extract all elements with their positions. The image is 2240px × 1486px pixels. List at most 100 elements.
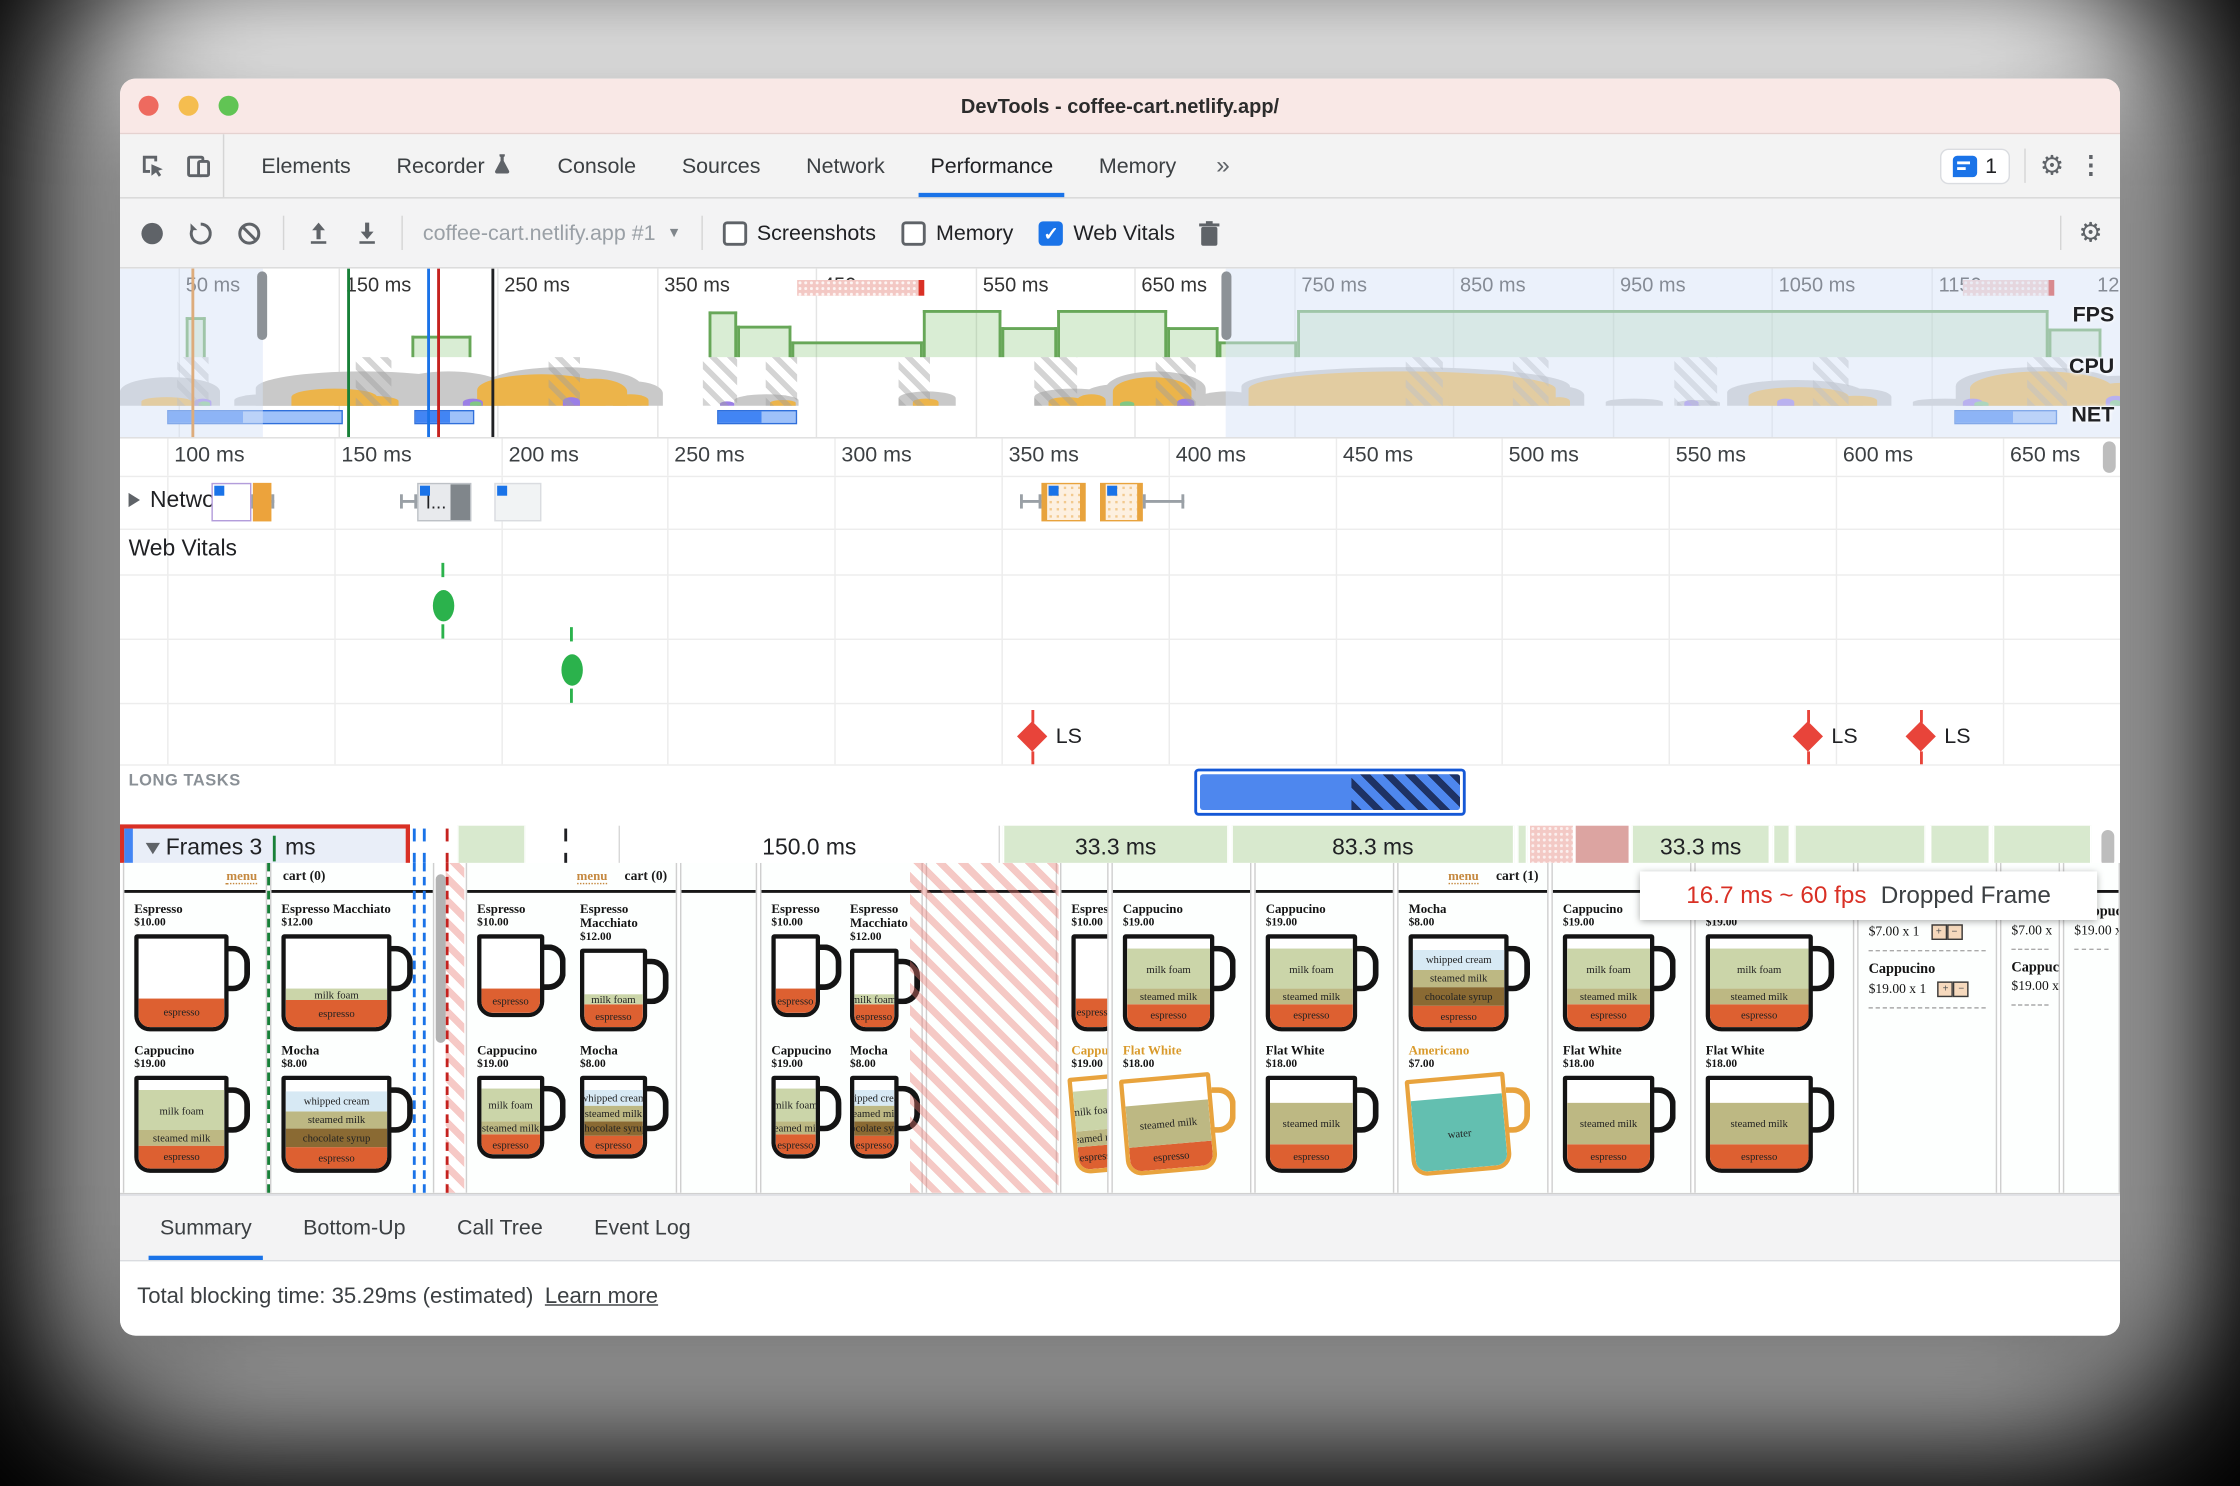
network-request[interactable]: [252, 482, 272, 522]
tab-recorder[interactable]: Recorder: [374, 134, 535, 197]
filmstrip-frame[interactable]: Cappucino$19.00 espresso steamed milk milk …: [1111, 862, 1252, 1193]
layout-shift-marker[interactable]: [1905, 721, 1936, 752]
device-toolbar-icon[interactable]: [183, 150, 214, 181]
frame-segment[interactable]: [1517, 825, 1528, 872]
screenshot-filmstrip[interactable]: menu Espresso $10.00 espresso Cappucino $19.0…: [119, 862, 2120, 1195]
product-name: Espresso Macchiato: [281, 901, 391, 916]
checkbox-screenshots[interactable]: Screenshots: [722, 220, 876, 245]
tab-elements[interactable]: Elements: [239, 134, 374, 197]
product-card[interactable]: Espresso Macchiato $12.00 espresso milk foa…: [579, 901, 669, 1032]
more-tabs-chevron-icon[interactable]: »: [1216, 151, 1230, 179]
tab-memory[interactable]: Memory: [1076, 134, 1199, 197]
minus-button[interactable]: −: [1946, 924, 1963, 940]
cup-layer-espresso: espresso: [1567, 1143, 1650, 1169]
layout-shift-marker[interactable]: [1792, 721, 1824, 752]
inspect-element-icon[interactable]: [137, 150, 168, 181]
product-card[interactable]: Espresso$10.00 espresso: [477, 901, 566, 1031]
web-vital-good-marker[interactable]: [432, 589, 455, 622]
bottom-tab-bottom-up[interactable]: Bottom-Up: [303, 1215, 406, 1240]
learn-more-link[interactable]: Learn more: [544, 1284, 659, 1309]
filmstrip-frame[interactable]: cart (0) Espresso Macchiato $12.00 espresso…: [269, 862, 435, 1193]
history-dropdown[interactable]: coffee-cart.netlify.app #1 ▼: [423, 221, 681, 245]
product-card[interactable]: Espresso$10.00 espresso: [134, 901, 255, 1032]
cup-layer-espresso: espresso: [285, 1000, 388, 1028]
more-menu-icon[interactable]: ⋮: [2078, 151, 2103, 179]
checkbox-memory[interactable]: Memory: [901, 220, 1013, 245]
save-profile-icon[interactable]: [353, 219, 382, 248]
filmstrip-frame[interactable]: [925, 862, 1058, 1193]
load-profile-icon[interactable]: [304, 219, 333, 248]
cup-layer-label: espresso: [1590, 1009, 1627, 1023]
quantity-stepper[interactable]: + −: [1937, 981, 1970, 998]
product-card[interactable]: Espresso$10.00 espresso: [771, 901, 841, 1031]
traffic-light-close-icon[interactable]: [138, 95, 159, 116]
filmstrip-frame[interactable]: Espresso$10.00 espresso Cappucino$19.00 esp…: [1059, 862, 1109, 1193]
traffic-light-minimize-icon[interactable]: [178, 95, 199, 116]
bottom-tab-event-log[interactable]: Event Log: [594, 1215, 691, 1240]
reload-and-record-button[interactable]: [186, 219, 215, 248]
network-request[interactable]: [211, 482, 252, 522]
capture-settings-gear-icon[interactable]: ⚙: [2078, 217, 2103, 248]
ruler-scrollbar-thumb[interactable]: [2102, 441, 2116, 473]
overview-left-handle[interactable]: [257, 271, 268, 340]
tab-network[interactable]: Network: [783, 134, 907, 197]
product-card[interactable]: Espresso$10.00 espresso: [1071, 901, 1108, 1032]
settings-gear-icon[interactable]: ⚙: [2039, 150, 2065, 181]
product-card[interactable]: Espresso Macchiato $12.00 espresso milk foa…: [281, 901, 422, 1032]
minus-button[interactable]: −: [1953, 981, 1970, 998]
filmstrip-frame[interactable]: Cappucino$19.00 espresso steamed milk milk …: [1551, 862, 1692, 1193]
quantity-stepper[interactable]: + −: [1930, 924, 1963, 940]
clear-recording-button[interactable]: [234, 219, 263, 248]
product-card[interactable]: Flat White $18.00 espresso steamed milk: [1562, 1043, 1680, 1173]
filmstrip-frame[interactable]: menu cart (1) Mocha $8.00 espresso chocolate …: [1397, 862, 1549, 1193]
plus-button[interactable]: +: [1930, 924, 1947, 940]
long-task-bar[interactable]: [1194, 768, 1466, 816]
product-card[interactable]: Americano $7.00 water: [1404, 1043, 1538, 1178]
filmstrip-scroll-pill[interactable]: [435, 874, 446, 1043]
bottom-tab-summary[interactable]: Summary: [134, 1196, 277, 1260]
tab-performance[interactable]: Performance: [908, 134, 1076, 198]
web-vital-good-marker[interactable]: [561, 654, 583, 686]
product-card[interactable]: Flat White $18.00 espresso steamed milk: [1705, 1043, 1843, 1173]
record-button[interactable]: [137, 219, 166, 248]
filmstrip-frame[interactable]: menu Espresso $10.00 espresso Cappucino $19.0…: [122, 862, 268, 1193]
network-request[interactable]: [1099, 482, 1143, 522]
traffic-light-zoom-icon[interactable]: [218, 95, 239, 116]
product-card[interactable]: Espresso Macchiato $12.00 espresso milk foa…: [849, 901, 920, 1032]
layout-shift-marker[interactable]: [1016, 721, 1048, 752]
tab-console[interactable]: Console: [535, 134, 659, 197]
issues-messages-button[interactable]: 1: [1939, 147, 2010, 184]
filmstrip-frame[interactable]: [679, 862, 758, 1193]
filmstrip-frame[interactable]: Espresso $10.00 espresso Espresso Macchiato…: [759, 862, 923, 1193]
checkbox-web-vitals[interactable]: ✓ Web Vitals: [1039, 220, 1175, 245]
network-request[interactable]: [494, 482, 542, 522]
tab-sources[interactable]: Sources: [659, 134, 783, 197]
plus-button[interactable]: +: [1937, 981, 1954, 998]
frames-scrollbar-thumb[interactable]: [2101, 829, 2115, 868]
product-card[interactable]: Flat White $18.00 espresso steamed milk: [1118, 1043, 1240, 1177]
filmstrip-frame[interactable]: Cappucino$19.00 espresso steamed milk milk …: [1254, 862, 1395, 1193]
network-request[interactable]: [1041, 482, 1086, 522]
bottom-tab-call-tree[interactable]: Call Tree: [456, 1215, 543, 1240]
filmstrip-frame[interactable]: menu cart (0) Espresso $10.00 espresso Espres…: [465, 862, 678, 1193]
overview-right-handle[interactable]: [1221, 271, 1232, 340]
cup-layer-label: steamed milk: [152, 1131, 211, 1145]
product-name: Cappucino: [134, 1042, 195, 1058]
trash-icon[interactable]: [1195, 219, 1224, 248]
frame-segment[interactable]: [1772, 825, 1790, 872]
network-request[interactable]: I...: [417, 482, 472, 522]
product-card[interactable]: Flat White $18.00 espresso steamed milk: [1265, 1043, 1383, 1173]
